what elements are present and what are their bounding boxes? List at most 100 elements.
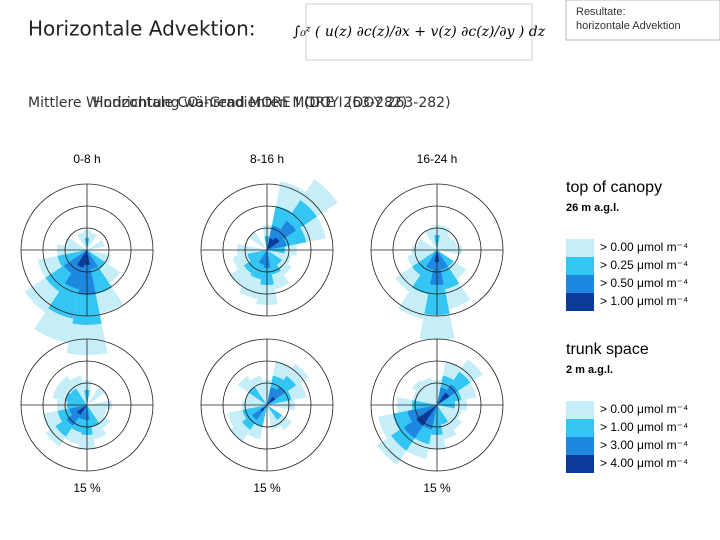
rose-petal <box>243 250 267 274</box>
rose-petal <box>267 238 287 250</box>
legend-title: top of canopy <box>566 179 662 196</box>
rose-petal <box>87 232 98 250</box>
rose-petal <box>260 405 267 412</box>
legend-swatch <box>566 401 594 419</box>
rose-petal <box>87 239 105 250</box>
wind-rose <box>20 183 154 355</box>
panel-label: 0-8 h <box>73 152 100 166</box>
rose-petal <box>87 405 100 427</box>
rose-petal <box>69 405 87 416</box>
rose-petal <box>78 405 87 420</box>
rose-petal <box>267 396 276 405</box>
rose-petal <box>437 238 457 250</box>
legend-swatch <box>566 275 594 293</box>
rose-petal <box>267 405 282 420</box>
legend-label: > 1.00 μmol m⁻⁴ <box>600 294 688 308</box>
wind-rose <box>20 338 154 472</box>
wind-rose <box>370 183 504 340</box>
rose-petal <box>437 235 452 250</box>
rose-petal <box>248 231 267 250</box>
legend-label: > 0.25 μmol m⁻⁴ <box>600 258 688 272</box>
legend-swatch <box>566 239 594 257</box>
rose-petal <box>423 405 437 430</box>
rose-petal <box>247 250 267 262</box>
subtitle: Horizontale CO₂-Gradienten MORE I (DOY 2… <box>93 95 451 111</box>
legend-swatch <box>566 257 594 275</box>
legend-swatch <box>566 455 594 473</box>
legend-height: 2 m a.g.l. <box>566 364 613 376</box>
wind-rose <box>370 338 504 472</box>
title: Horizontale Advektion: <box>28 17 256 41</box>
legend-label: > 4.00 μmol m⁻⁴ <box>600 456 688 470</box>
rose-petal <box>248 386 267 405</box>
rose-petal <box>437 405 462 419</box>
rose-petal <box>421 377 437 405</box>
rose-petal <box>267 250 292 264</box>
rose-petal <box>437 250 454 267</box>
rose-petal <box>437 392 450 405</box>
rose-petal <box>437 391 462 405</box>
rose-petal <box>76 232 87 250</box>
rose-petal <box>267 391 292 405</box>
rose-petal <box>417 238 437 250</box>
rose-petal <box>65 392 87 405</box>
rose-petal <box>87 250 112 264</box>
legend-swatch <box>566 437 594 455</box>
scale-label: 15 % <box>253 481 281 495</box>
rose-petal <box>425 250 437 270</box>
badge-line: Resultate: <box>576 6 626 18</box>
rose-petal <box>267 238 274 250</box>
rose-petal <box>87 405 111 429</box>
rose-petal <box>63 250 87 274</box>
rose-petal <box>87 250 106 269</box>
legend-label: > 0.50 μmol m⁻⁴ <box>600 276 688 290</box>
rose-petal <box>412 391 437 405</box>
legend-label: > 0.00 μmol m⁻⁴ <box>600 402 688 416</box>
rose-petal <box>412 380 437 405</box>
badge-box <box>565 0 720 41</box>
rose-petal <box>87 386 106 405</box>
formula: ∫₀ᶻ ( u(z) ∂c(z)/∂x + v(z) ∂c(z)/∂y ) dz <box>293 24 546 40</box>
scale-label: 15 % <box>423 481 451 495</box>
rose-petal <box>87 250 99 270</box>
rose-petal <box>245 392 267 405</box>
rose-petal <box>258 250 267 265</box>
rose-petal <box>70 388 87 405</box>
legend-height: 26 m a.g.l. <box>566 202 619 214</box>
rose-petal <box>412 250 437 275</box>
legend-swatch <box>566 293 594 311</box>
legend: top of canopy 26 m a.g.l. > 0.00 μmol m⁻⁴ >… <box>566 179 688 473</box>
rose-petal <box>250 375 267 405</box>
legend-label: > 1.00 μmol m⁻⁴ <box>600 420 688 434</box>
rose-petal <box>267 387 278 405</box>
wind-rose <box>200 338 334 472</box>
panel-label: 8-16 h <box>250 152 284 166</box>
rose-petal <box>437 405 462 430</box>
rose-petal <box>254 405 267 427</box>
subtitle: Mittlere Windrichtung während MORE I (DO… <box>28 95 407 111</box>
legend-title: trunk space <box>566 341 649 358</box>
rose-petal <box>87 405 107 417</box>
rose-petal <box>437 387 448 405</box>
rose-petal <box>437 250 449 270</box>
rose-petal <box>70 375 87 405</box>
rose-petal <box>267 237 280 250</box>
rose-petal <box>267 250 282 265</box>
wind-rose <box>200 179 338 317</box>
rose-petal <box>77 405 87 415</box>
panel-label: 16-24 h <box>417 152 458 166</box>
rose-petal <box>437 225 451 250</box>
rose-petal <box>65 237 87 250</box>
scale-label: 15 % <box>73 481 101 495</box>
legend-label: > 3.00 μmol m⁻⁴ <box>600 438 688 452</box>
rose-petal <box>267 250 281 275</box>
legend-swatch <box>566 419 594 437</box>
badge-line: horizontale Advektion <box>576 20 681 32</box>
rose-petal <box>76 250 87 268</box>
rose-petal <box>57 250 87 267</box>
legend-label: > 0.00 μmol m⁻⁴ <box>600 240 688 254</box>
rose-petal <box>242 405 267 419</box>
rose-petal <box>267 405 281 430</box>
formula-box <box>305 3 533 61</box>
